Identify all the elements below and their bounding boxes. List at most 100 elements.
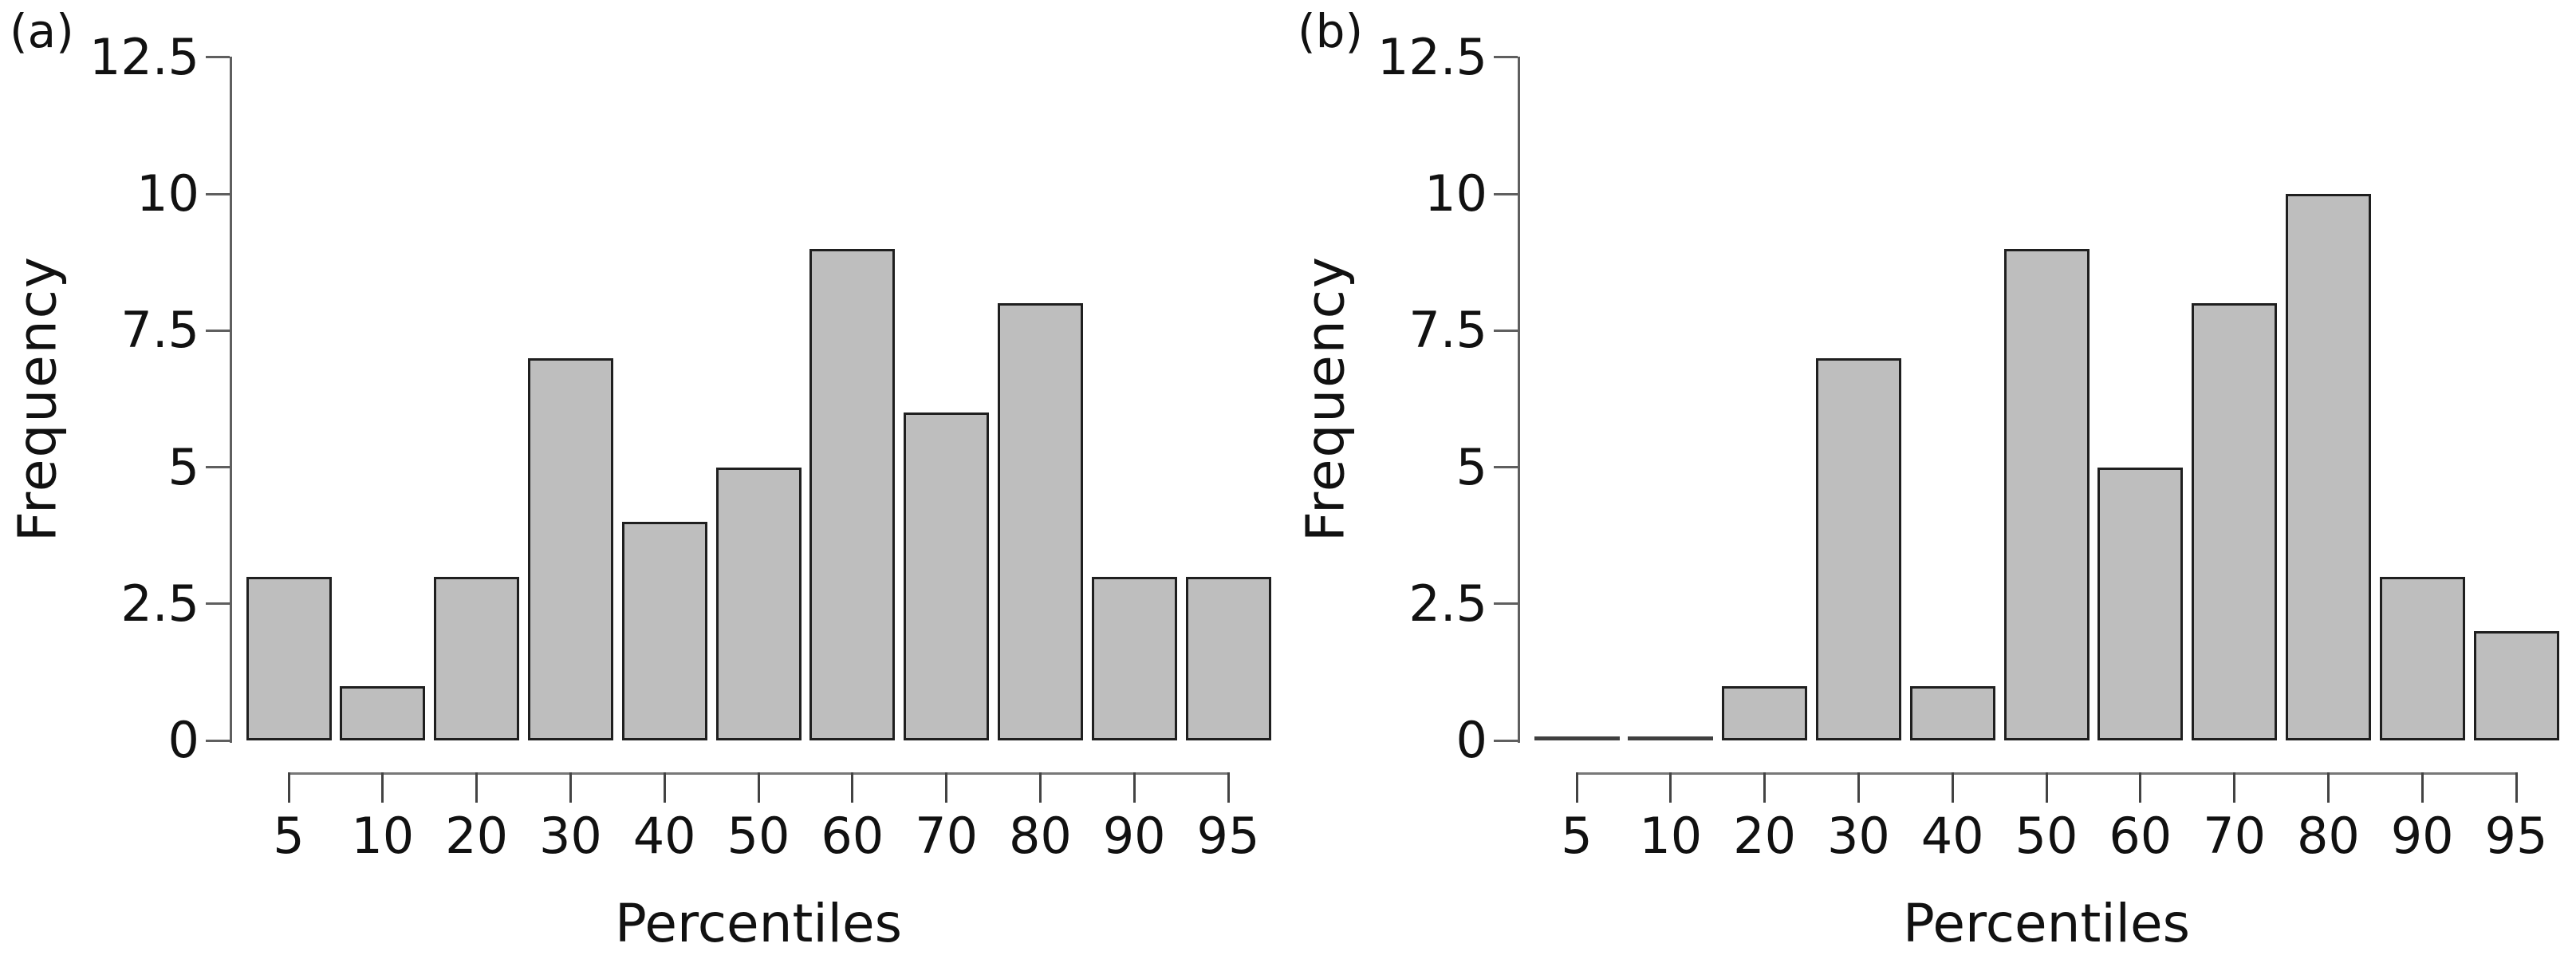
y-axis-tick	[1494, 739, 1518, 742]
x-tick-label: 20	[1733, 807, 1797, 865]
chart-panel-b: (b) Frequency 0 2.5 5 7.5 10 12.5 5 10 20 30 40 50 60 7…	[1288, 0, 2576, 975]
x-axis-tick	[663, 772, 666, 803]
x-tick-label: 40	[632, 807, 696, 865]
histogram-bar	[340, 685, 426, 740]
histogram-bar	[2097, 467, 2184, 740]
x-tick-label: 20	[445, 807, 509, 865]
x-axis-title: Percentiles	[614, 893, 902, 954]
y-tick-label: 5	[1455, 437, 1487, 496]
x-axis-tick	[945, 772, 948, 803]
y-tick-label: 5	[167, 437, 199, 496]
x-axis-tick	[2139, 772, 2142, 803]
x-axis-tick	[1038, 772, 1042, 803]
x-axis-tick	[2045, 772, 2048, 803]
x-tick-label: 95	[2484, 807, 2548, 865]
x-tick-label: 70	[2203, 807, 2267, 865]
y-axis-tick	[206, 192, 230, 195]
x-tick-label: 95	[1196, 807, 1260, 865]
chart-panel-a: (a) Frequency 0 2.5 5 7.5 10 12.5 5 10 20 30 40 50 60 7…	[6, 4, 1271, 954]
x-tick-label: 10	[351, 807, 415, 865]
histogram-bar	[1909, 685, 1995, 740]
x-axis-tick	[1132, 772, 1136, 803]
x-axis-tick	[1763, 772, 1767, 803]
y-axis-line	[230, 57, 232, 743]
x-axis-tick	[851, 772, 854, 803]
x-tick-label: 5	[273, 807, 305, 865]
y-axis-tick	[206, 56, 230, 59]
y-axis-tick	[206, 739, 230, 742]
x-axis-tick	[1857, 772, 1860, 803]
y-axis-tick	[206, 329, 230, 332]
x-axis-tick	[2326, 772, 2330, 803]
y-tick-label: 12.5	[1377, 27, 1487, 86]
y-axis-tick	[206, 466, 230, 468]
x-tick-label: 70	[915, 807, 979, 865]
histogram-bar	[1091, 576, 1177, 740]
x-tick-label: 40	[1920, 807, 1984, 865]
histogram-bar	[1185, 576, 1271, 740]
y-tick-label: 2.5	[120, 574, 199, 633]
y-axis-title: Frequency	[6, 255, 69, 543]
histogram-bar	[904, 412, 990, 740]
y-tick-label: 7.5	[1408, 301, 1487, 360]
x-tick-label: 30	[1826, 807, 1890, 865]
x-axis-tick	[475, 772, 479, 803]
x-axis-tick	[1227, 772, 1230, 803]
x-axis-tick	[381, 772, 384, 803]
x-tick-label: 90	[2390, 807, 2454, 865]
y-axis-tick	[1494, 192, 1518, 195]
y-tick-label: 10	[136, 164, 199, 223]
x-axis-tick	[569, 772, 572, 803]
histogram-bar-zero	[1628, 736, 1714, 740]
x-axis-tick	[2515, 772, 2518, 803]
y-tick-label: 2.5	[1408, 574, 1487, 633]
histogram-bar	[715, 467, 802, 740]
histogram-bar	[2285, 194, 2371, 740]
histogram-bar	[997, 303, 1083, 740]
histogram-bar	[1815, 357, 1901, 740]
y-tick-label: 10	[1424, 164, 1487, 223]
y-axis-title: Frequency	[1294, 255, 1357, 543]
histogram-bar	[2003, 248, 2090, 740]
y-axis-tick	[1494, 466, 1518, 468]
x-tick-label: 50	[727, 807, 790, 865]
x-tick-label: 60	[2109, 807, 2172, 865]
x-axis-tick	[757, 772, 760, 803]
x-axis-tick	[2233, 772, 2236, 803]
panel-label: (a)	[10, 4, 74, 58]
x-axis-tick	[2420, 772, 2424, 803]
x-tick-label: 80	[2296, 807, 2360, 865]
x-tick-label: 50	[2015, 807, 2078, 865]
y-tick-label: 0	[167, 711, 199, 769]
x-tick-label: 80	[1008, 807, 1072, 865]
x-axis-tick	[1669, 772, 1672, 803]
histogram-bar	[1722, 685, 1808, 740]
y-axis-tick	[1494, 56, 1518, 59]
y-axis-line	[1518, 57, 1520, 743]
histogram-bar	[434, 576, 520, 740]
histogram-bar	[809, 248, 896, 740]
y-axis-tick	[206, 602, 230, 606]
y-tick-label: 7.5	[120, 301, 199, 360]
x-axis-tick	[1951, 772, 1954, 803]
y-axis-tick	[1494, 329, 1518, 332]
y-tick-label: 0	[1455, 711, 1487, 769]
y-tick-label: 12.5	[89, 27, 199, 86]
x-axis-tick	[287, 772, 290, 803]
histogram-bar	[2192, 303, 2278, 740]
histogram-bar	[527, 357, 613, 740]
x-tick-label: 30	[538, 807, 602, 865]
histogram-bar	[246, 576, 332, 740]
histogram-bar	[2379, 576, 2465, 740]
x-tick-label: 5	[1561, 807, 1593, 865]
x-tick-label: 10	[1639, 807, 1703, 865]
x-axis-title: Percentiles	[1902, 893, 2190, 954]
x-axis-tick	[1575, 772, 1578, 803]
histogram-bar	[2473, 631, 2559, 740]
panel-label: (b)	[1298, 4, 1364, 58]
histogram-bar	[621, 522, 707, 740]
histogram-bar-zero	[1534, 736, 1620, 740]
y-axis-tick	[1494, 602, 1518, 606]
x-tick-label: 60	[821, 807, 884, 865]
